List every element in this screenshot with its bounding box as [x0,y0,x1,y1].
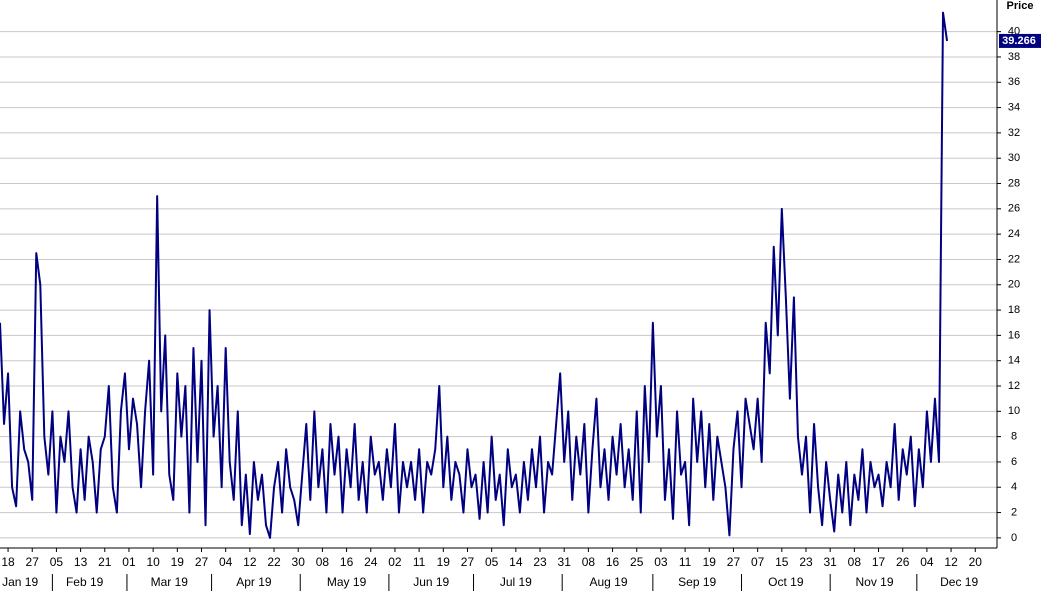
y-tick-label: 12 [1008,380,1020,392]
month-label: Feb 19 [66,575,104,589]
month-label: May 19 [327,575,367,589]
x-tick-label: 31 [824,555,838,569]
x-tick-label: 20 [969,555,983,569]
x-tick-label: 03 [654,555,668,569]
month-label: Sep 19 [678,575,716,589]
y-tick-label: 36 [1008,76,1020,88]
x-tick-label: 16 [340,555,354,569]
x-tick-label: 11 [679,555,692,569]
y-tick-label: 28 [1008,177,1020,189]
x-tick-label: 31 [558,555,572,569]
price-line [0,11,949,539]
month-label: Oct 19 [768,575,804,589]
last-value-box [999,33,1041,48]
x-tick-label: 11 [413,555,426,569]
x-tick-label: 27 [195,555,209,569]
x-tick-label: 04 [920,555,934,569]
x-tick-label: 05 [50,555,64,569]
x-tick-label: 13 [74,555,88,569]
y-tick-label: 2 [1011,506,1017,518]
x-tick-label: 08 [316,555,330,569]
x-tick-label: 17 [872,555,886,569]
month-label: Jul 19 [500,575,532,589]
x-tick-label: 25 [630,555,644,569]
x-tick-label: 12 [944,555,958,569]
month-label: Jan 19 [2,575,38,589]
y-axis-label: Price [1007,0,1034,12]
x-tick-label: 30 [292,555,306,569]
y-tick-label: 30 [1008,152,1020,164]
x-tick-label: 16 [606,555,620,569]
month-label: Jun 19 [413,575,449,589]
x-tick-label: 12 [243,555,257,569]
month-label: Nov 19 [855,575,893,589]
y-tick-label: 18 [1008,304,1020,316]
y-tick-label: 32 [1008,127,1020,139]
x-tick-label: 02 [388,555,402,569]
y-tick-label: 6 [1011,456,1017,468]
y-tick-label: 16 [1008,329,1020,341]
x-tick-label: 15 [775,555,789,569]
x-tick-label: 18 [1,555,15,569]
month-label: Aug 19 [590,575,628,589]
y-tick-label: 20 [1008,279,1020,291]
month-label: Mar 19 [151,575,189,589]
month-label: Dec 19 [940,575,978,589]
x-tick-label: 01 [122,555,136,569]
last-value-label: 39.266 [1002,35,1036,47]
x-tick-label: 23 [799,555,813,569]
x-tick-label: 10 [146,555,160,569]
x-tick-label: 14 [509,555,523,569]
y-tick-label: 0 [1011,532,1017,544]
y-tick-label: 10 [1008,405,1020,417]
x-tick-label: 27 [461,555,475,569]
x-tick-label: 23 [533,555,547,569]
x-tick-label: 22 [267,555,281,569]
y-tick-label: 14 [1008,355,1020,367]
x-tick-label: 26 [896,555,910,569]
y-tick-label: 24 [1008,228,1020,240]
x-tick-label: 19 [437,555,451,569]
month-label: Apr 19 [236,575,272,589]
y-tick-label: 22 [1008,253,1020,265]
x-tick-label: 27 [727,555,741,569]
x-tick-label: 27 [26,555,40,569]
y-tick-label: 4 [1011,481,1017,493]
y-tick-label: 38 [1008,51,1020,63]
x-tick-label: 19 [171,555,185,569]
x-tick-label: 05 [485,555,499,569]
x-tick-label: 08 [848,555,862,569]
x-tick-label: 19 [703,555,717,569]
x-tick-label: 07 [751,555,765,569]
x-tick-label: 04 [219,555,233,569]
x-tick-label: 24 [364,555,378,569]
y-tick-label: 34 [1008,101,1020,113]
x-tick-label: 21 [98,555,112,569]
y-tick-label: 8 [1011,431,1017,443]
y-tick-label: 26 [1008,203,1020,215]
x-tick-label: 08 [582,555,596,569]
